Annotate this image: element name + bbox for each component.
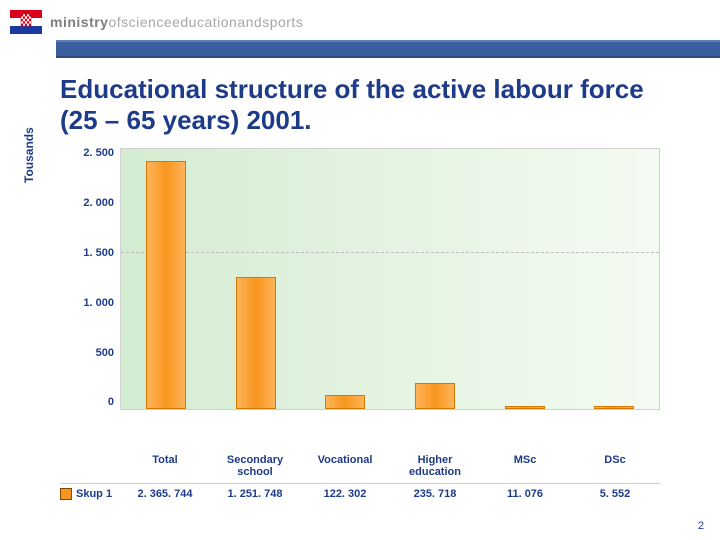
data-table-row: Skup 1 2. 365. 7441. 251. 748122. 302235… [60, 483, 660, 500]
x-label: Secondary school [210, 454, 300, 478]
y-tick: 1. 500 [60, 248, 114, 259]
value-cell: 122. 302 [300, 488, 390, 500]
bar-cell [300, 149, 390, 409]
bar-cell [569, 149, 659, 409]
croatia-flag-icon [10, 10, 42, 34]
bar [325, 395, 365, 410]
header: ministryofscienceeducationandsports [0, 0, 720, 40]
header-bar [56, 40, 720, 58]
series-legend: Skup 1 [60, 488, 120, 500]
y-tick: 2. 500 [60, 148, 114, 159]
ministry-name: ministryofscienceeducationandsports [50, 14, 303, 30]
series-name: Skup 1 [76, 488, 112, 500]
legend-swatch-icon [60, 488, 72, 500]
page-title: Educational structure of the active labo… [60, 74, 660, 136]
bar-cell [211, 149, 301, 409]
bar-cell [390, 149, 480, 409]
bar [236, 277, 276, 409]
value-cell: 2. 365. 744 [120, 488, 210, 500]
y-axis-label: Tousands [22, 128, 36, 184]
x-label: Higher education [390, 454, 480, 478]
axis-spacer [60, 454, 120, 478]
bar [415, 383, 455, 410]
ministry-prefix: ministry [50, 14, 108, 30]
x-axis: TotalSecondary schoolVocationalHigher ed… [60, 454, 660, 478]
bar-cell [121, 149, 211, 409]
bar-chart: Tousands 2. 500 2. 000 1. 500 1. 000 500… [60, 148, 660, 448]
value-cell: 5. 552 [570, 488, 660, 500]
x-label: Total [120, 454, 210, 478]
plot-area [120, 148, 660, 410]
ministry-rest: ofscienceeducationandsports [108, 14, 303, 30]
value-cell: 1. 251. 748 [210, 488, 300, 500]
page-number: 2 [698, 520, 704, 532]
x-label: DSc [570, 454, 660, 478]
y-tick: 0 [60, 397, 114, 408]
x-label: Vocational [300, 454, 390, 478]
y-axis: 2. 500 2. 000 1. 500 1. 000 500 0 [60, 148, 120, 408]
y-tick: 2. 000 [60, 198, 114, 209]
value-row: 2. 365. 7441. 251. 748122. 302235. 71811… [120, 488, 660, 500]
x-labels: TotalSecondary schoolVocationalHigher ed… [120, 454, 660, 478]
value-cell: 11. 076 [480, 488, 570, 500]
y-tick: 1. 000 [60, 298, 114, 309]
x-label: MSc [480, 454, 570, 478]
value-cell: 235. 718 [390, 488, 480, 500]
bars-container [121, 149, 659, 409]
bar [505, 406, 545, 409]
bar [594, 406, 634, 409]
bar [146, 161, 186, 409]
y-tick: 500 [60, 348, 114, 359]
bar-cell [480, 149, 570, 409]
